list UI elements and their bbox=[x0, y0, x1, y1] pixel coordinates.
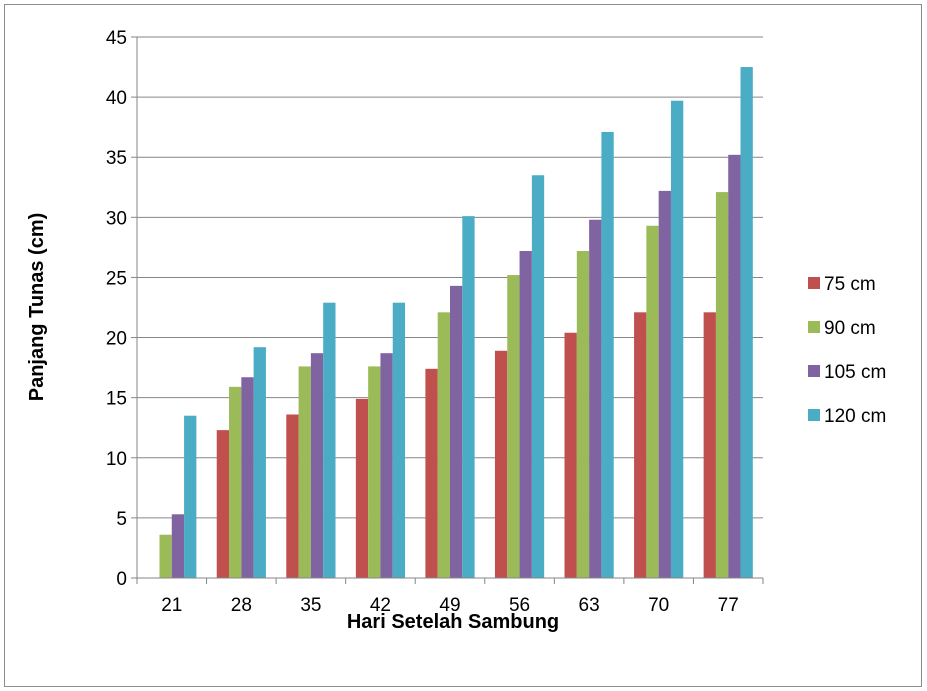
bar-120cm-day-49 bbox=[462, 216, 475, 578]
bar-75cm-day-28 bbox=[216, 430, 230, 578]
legend: 75 cm 90 cm 105 cm 120 cm bbox=[808, 274, 886, 427]
bar-75cm-day-63 bbox=[564, 332, 577, 578]
bar-90cm-day-77 bbox=[715, 192, 729, 578]
bar-75cm-day-77 bbox=[703, 312, 716, 578]
y-tick-label: 5 bbox=[116, 509, 127, 530]
bar-105cm-day-28 bbox=[241, 377, 254, 578]
x-tick-label: 70 bbox=[648, 595, 669, 616]
legend-label: 120 cm bbox=[824, 406, 886, 427]
x-tick-label: 35 bbox=[300, 595, 321, 616]
bar-75cm-day-35 bbox=[286, 414, 299, 578]
bar-90cm-day-42 bbox=[368, 366, 381, 578]
x-tick-label: 28 bbox=[231, 595, 252, 616]
bar-120cm-day-77 bbox=[740, 67, 753, 579]
bar-90cm-day-35 bbox=[298, 366, 311, 578]
bar-120cm-day-21 bbox=[184, 415, 197, 578]
bar-90cm-day-21 bbox=[159, 534, 172, 578]
axes bbox=[136, 37, 763, 579]
x-axis-title: Hari Setelah Sambung bbox=[347, 611, 559, 633]
bar-90cm-day-28 bbox=[229, 386, 242, 578]
legend-swatch bbox=[808, 321, 820, 333]
x-tick-label: 42 bbox=[370, 595, 391, 616]
y-tick-label: 0 bbox=[116, 569, 127, 590]
y-tick-label: 15 bbox=[106, 389, 127, 410]
y-tick-label: 40 bbox=[106, 88, 127, 109]
bar-105cm-day-70 bbox=[658, 190, 671, 578]
legend-label: 75 cm bbox=[824, 274, 876, 295]
x-tick-label: 63 bbox=[579, 595, 600, 616]
bar-120cm-day-70 bbox=[670, 100, 684, 579]
y-tick-label: 45 bbox=[106, 28, 127, 49]
bar-75cm-day-49 bbox=[425, 368, 438, 578]
y-tick-label: 25 bbox=[106, 268, 127, 289]
bar-105cm-day-63 bbox=[589, 219, 602, 578]
x-tick-label: 77 bbox=[718, 595, 739, 616]
x-tick-labels: 21 28 35 42 49 56 63 70 77 bbox=[136, 578, 764, 616]
bar-105cm-day-35 bbox=[310, 353, 324, 578]
y-tick-labels: 0 5 10 15 20 25 30 35 40 45 bbox=[106, 28, 127, 590]
bar-120cm-day-56 bbox=[531, 175, 545, 578]
bars bbox=[159, 67, 753, 579]
bar-90cm-day-49 bbox=[437, 312, 450, 578]
bar-105cm-day-77 bbox=[728, 154, 741, 578]
bar-120cm-day-35 bbox=[323, 302, 336, 578]
bar-75cm-day-70 bbox=[634, 312, 647, 578]
x-tick-label: 49 bbox=[439, 595, 460, 616]
y-tick-label: 30 bbox=[106, 208, 127, 229]
y-axis-title: Panjang Tunas (cm) bbox=[26, 213, 48, 402]
bar-105cm-day-49 bbox=[450, 285, 463, 578]
bar-105cm-day-56 bbox=[519, 250, 532, 579]
bar-75cm-day-56 bbox=[494, 350, 508, 578]
y-tick-label: 35 bbox=[106, 148, 127, 169]
bar-120cm-day-42 bbox=[392, 302, 406, 578]
legend-label: 105 cm bbox=[824, 362, 886, 383]
y-tick-label: 20 bbox=[106, 329, 127, 350]
legend-swatch bbox=[808, 277, 820, 289]
bar-90cm-day-56 bbox=[507, 275, 520, 578]
x-tick-label: 21 bbox=[161, 595, 182, 616]
bar-105cm-day-21 bbox=[171, 514, 185, 578]
legend-swatch bbox=[808, 409, 820, 421]
y-tick-label: 10 bbox=[106, 449, 127, 470]
legend-swatch bbox=[808, 365, 820, 377]
bar-120cm-day-28 bbox=[253, 347, 266, 578]
bar-90cm-day-70 bbox=[646, 225, 659, 578]
legend-label: 90 cm bbox=[824, 318, 876, 339]
bar-120cm-day-63 bbox=[601, 131, 614, 578]
bar-105cm-day-42 bbox=[380, 353, 393, 578]
bar-75cm-day-42 bbox=[355, 398, 369, 578]
x-tick-label: 56 bbox=[509, 595, 530, 616]
bar-90cm-day-63 bbox=[576, 250, 590, 579]
